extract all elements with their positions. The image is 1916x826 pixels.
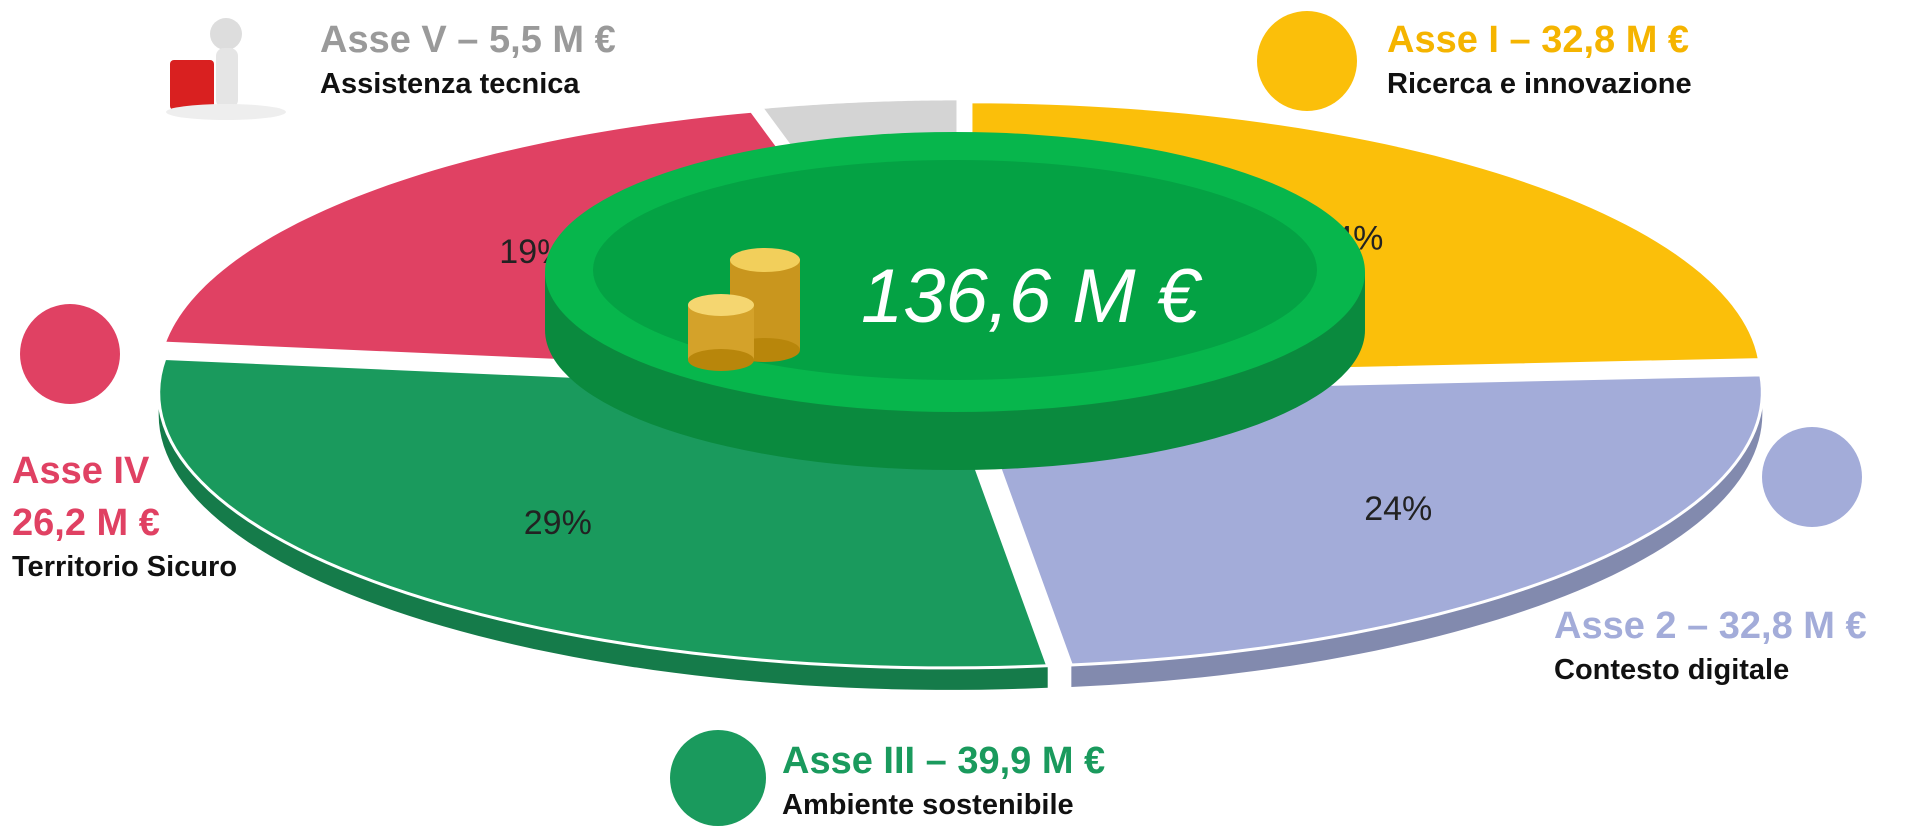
legend-entry: Asse III – 39,9 M € Ambiente sostenibile: [782, 735, 1105, 823]
axis-title: Asse IV 26,2 M €: [12, 450, 160, 544]
total: 136,6 M €: [861, 254, 1203, 339]
icon: [20, 304, 120, 404]
coins-icon: [688, 248, 800, 371]
axis-description: Ambiente sostenibile: [782, 789, 1074, 821]
slice-side: [1071, 392, 1763, 687]
axis-title: Asse 2 – 32,8 M €: [1554, 605, 1867, 647]
axis-description: Ricerca e innovazione: [1387, 68, 1692, 100]
center-disk: 136,6 M €: [545, 132, 1365, 470]
axis-description: Assistenza tecnica: [320, 68, 580, 100]
icon: [670, 730, 766, 826]
axis-title: Asse I – 32,8 M €: [1387, 19, 1690, 61]
icon: [1762, 427, 1862, 527]
legend-entry: Asse V – 5,5 M € Assistenza tecnica: [320, 14, 616, 102]
legend-entry: Asse 2 – 32,8 M € Contesto digitale: [1554, 600, 1867, 688]
icons: [20, 11, 1862, 826]
legend-entry: Asse IV 26,2 M € Territorio Sicuro: [12, 445, 237, 585]
icon: [166, 18, 286, 120]
axis-title: Asse III – 39,9 M €: [782, 740, 1106, 782]
axis-description: Territorio Sicuro: [12, 551, 238, 583]
axis-title: Asse V – 5,5 M €: [320, 19, 616, 61]
axis-description: Contesto digitale: [1554, 654, 1790, 686]
value-label: 24%: [1364, 490, 1432, 528]
icon: [1257, 11, 1357, 111]
value-label: 29%: [524, 504, 592, 542]
legend-entry: Asse I – 32,8 M € Ricerca e innovazione: [1387, 14, 1692, 102]
